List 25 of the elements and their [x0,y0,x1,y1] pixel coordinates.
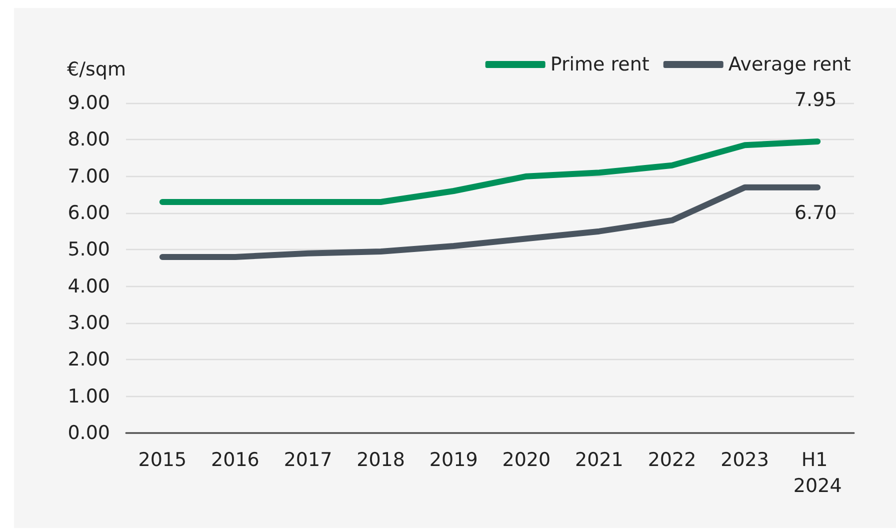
x-tick-label: 2019 [429,449,478,471]
data-label: 7.95 [794,89,837,111]
y-tick-label: 9.00 [68,92,110,114]
y-tick-label: 0.00 [68,422,110,444]
x-tick-label: 2023 [720,449,769,471]
y-tick-label: 7.00 [68,165,110,188]
x-tick-label: 2022 [648,449,696,471]
x-tick-label: 2016 [211,449,260,471]
y-tick-label: 1.00 [68,385,110,408]
y-tick-label: 4.00 [68,275,110,298]
y-tick-label: 8.00 [68,128,110,151]
x-tick-label: 2018 [356,449,405,471]
x-tick-label: H1 2024 [793,449,842,497]
legend-label: Average rent [728,54,852,76]
x-tick-label: 2020 [502,449,551,471]
x-tick-label: 2015 [138,449,187,471]
y-tick-label: 5.00 [68,238,110,261]
y-tick-label: 6.00 [68,202,110,224]
y-tick-label: 3.00 [68,312,110,334]
x-tick-label: 2017 [284,449,332,471]
legend-label: Prime rent [550,54,650,76]
data-label: 6.70 [794,202,837,224]
y-axis-title: €/sqm [67,58,126,80]
x-tick-label: 2021 [575,449,624,471]
y-tick-label: 2.00 [68,348,110,371]
